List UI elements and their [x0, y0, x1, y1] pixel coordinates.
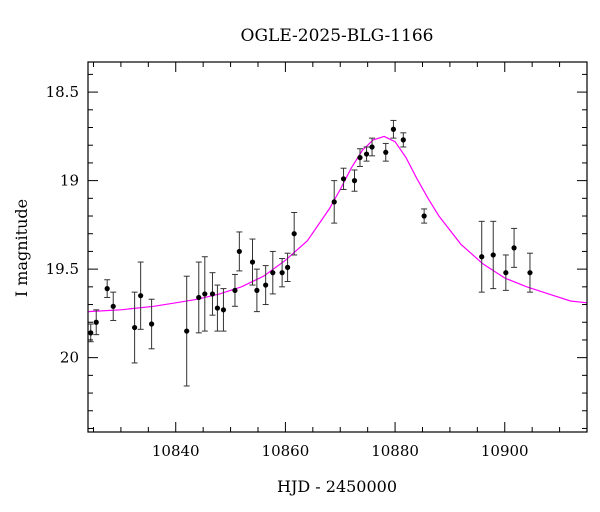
data-point — [149, 321, 155, 327]
data-point — [383, 149, 389, 155]
data-point — [421, 213, 427, 219]
data-point — [340, 176, 347, 182]
data-point — [285, 264, 291, 270]
data-point — [220, 307, 227, 313]
plot-area: 10840 10860 10880 10900 18.5 19 19.5 20 — [46, 61, 588, 460]
data-point — [363, 151, 370, 157]
y-tick-label: 19 — [60, 172, 79, 190]
data-point — [236, 248, 242, 255]
model-curve — [88, 135, 587, 313]
x-tick-label: 10900 — [481, 442, 529, 460]
data-point — [196, 294, 202, 301]
data-point — [214, 305, 221, 311]
data-point — [479, 254, 485, 260]
data-point — [132, 324, 138, 331]
chart-title: OGLE-2025-BLG-1166 — [241, 26, 434, 46]
data-point — [104, 286, 110, 292]
data-point — [249, 259, 256, 265]
data-point — [331, 199, 337, 205]
data-point — [351, 178, 358, 184]
data-point — [254, 287, 260, 293]
data-point — [527, 270, 533, 276]
y-tick-label: 19.5 — [46, 260, 79, 278]
data-point — [511, 245, 517, 251]
data-point — [390, 126, 397, 132]
data-point — [291, 231, 297, 237]
x-tick-label: 10840 — [152, 442, 200, 460]
y-tick-label: 20 — [60, 349, 79, 367]
data-point — [88, 330, 94, 336]
x-tick-label: 10880 — [371, 442, 419, 460]
y-tick-label: 18.5 — [46, 83, 79, 101]
data-point — [202, 291, 208, 297]
data-point — [263, 282, 269, 288]
data-point — [490, 252, 496, 258]
data-point — [369, 144, 375, 150]
data-point — [357, 154, 363, 161]
data-point — [138, 293, 144, 299]
data-point — [400, 137, 406, 143]
data-point — [270, 270, 276, 276]
x-tick-label: 10860 — [262, 442, 310, 460]
data-point — [184, 328, 190, 334]
data-point — [93, 319, 99, 325]
x-axis-label: HJD - 2450000 — [277, 477, 397, 496]
data-point — [110, 303, 116, 309]
data-point — [209, 291, 216, 297]
data-point — [232, 287, 238, 293]
plot-frame — [87, 61, 588, 433]
data-point — [503, 270, 509, 276]
y-axis-label: I magnitude — [12, 199, 31, 297]
data-point — [279, 270, 285, 276]
